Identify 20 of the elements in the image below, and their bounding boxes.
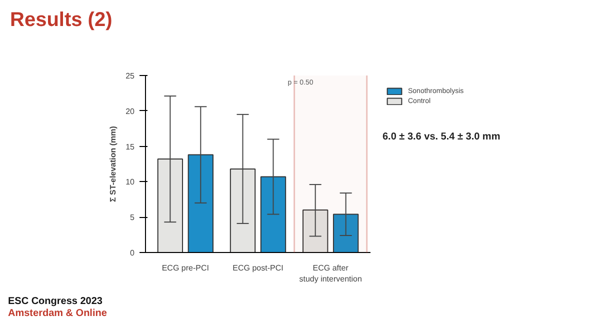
text: ESC Congress 2023 [8,296,104,308]
bar [230,168,256,252]
chart-title: Results (2) [10,8,112,33]
bar [260,176,286,252]
x-tick-label: ECG after study intervention [299,264,362,284]
bar [157,158,184,252]
x-tick-label: ECG pre-PCI [162,264,209,272]
bar [188,154,214,252]
y-axis-title: Σ ST-elevation (mm) [108,126,118,202]
bar [332,214,359,252]
y-tick-label: 20 [126,106,136,116]
y-tick-label: 0 [130,248,136,258]
text: Amsterdam & Online [8,308,107,320]
y-tick-label: 10 [126,178,136,187]
y-tick-label: 25 [126,72,136,80]
y-tick-label: 5 [130,213,136,222]
x-tick-label: ECG post-PCI [232,264,284,272]
y-tick-label: 15 [126,142,136,152]
bar [302,210,328,252]
text: 6.0 ± 3.6 vs. 5.4 ± 3.0 mm [382,132,500,142]
